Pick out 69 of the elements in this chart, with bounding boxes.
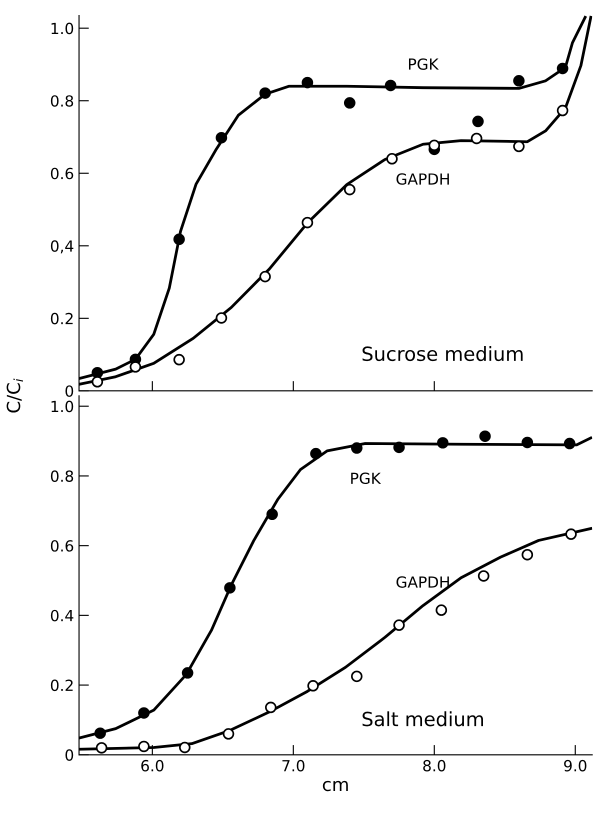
point	[302, 216, 314, 228]
point	[96, 742, 108, 754]
point	[393, 442, 405, 454]
y-tick-label: 0.2	[50, 312, 73, 324]
x-tick-label: 8.0	[423, 760, 446, 772]
point	[556, 104, 568, 116]
point	[437, 437, 448, 449]
y-tick-label: 0.6	[50, 168, 74, 180]
y-tick-label: 0	[65, 749, 74, 761]
point	[265, 702, 277, 714]
point	[351, 670, 363, 682]
point	[344, 184, 356, 196]
x-tick-label: 7.0	[282, 760, 304, 772]
point	[216, 132, 228, 144]
point	[173, 234, 185, 246]
y-tick-label: 0,4	[50, 240, 74, 254]
point	[384, 80, 396, 92]
point	[92, 376, 104, 388]
y-axis-title: C/C$_{i}$	[6, 378, 24, 413]
point	[92, 366, 104, 378]
point	[130, 361, 142, 373]
point	[479, 430, 491, 442]
point	[470, 132, 482, 144]
y-tick-label: 0.8	[50, 470, 74, 482]
point	[522, 548, 534, 560]
y-tick-label: 1.0	[52, 22, 74, 34]
y-tick-label: 0.2	[50, 680, 73, 692]
point	[556, 62, 568, 74]
series-label: PGK	[351, 472, 382, 484]
point	[266, 508, 278, 520]
text: Salt medium	[362, 711, 483, 726]
point	[344, 97, 356, 109]
point	[393, 619, 405, 631]
point	[513, 140, 525, 152]
point	[173, 354, 185, 366]
point	[182, 667, 194, 679]
y-tick-label: 0.4	[50, 610, 74, 622]
x-axis-title: cm	[322, 780, 348, 792]
point	[302, 76, 314, 88]
point	[259, 87, 271, 99]
point	[216, 312, 228, 324]
point	[307, 680, 319, 692]
point	[564, 438, 576, 450]
point	[472, 116, 484, 128]
point	[138, 740, 150, 752]
point	[478, 570, 490, 582]
point	[138, 707, 150, 719]
y-tick-label: 0	[65, 385, 74, 397]
series-label: GAPDH	[396, 173, 449, 185]
text: Sucrose medium	[362, 346, 523, 362]
x-tick-label: 6.0	[141, 760, 164, 772]
point	[179, 742, 191, 754]
point	[222, 728, 234, 740]
x-tick-label: 9.0	[564, 760, 586, 772]
point	[94, 727, 106, 739]
point	[565, 528, 577, 540]
point	[513, 75, 525, 87]
y-tick-label: 0.8	[50, 95, 74, 107]
point	[224, 582, 236, 594]
point	[259, 270, 271, 282]
point	[436, 604, 448, 616]
point	[386, 153, 398, 164]
y-tick-label: 0.6	[50, 540, 74, 552]
series-label: GAPDH	[396, 576, 449, 588]
series-label: PGK	[408, 58, 439, 70]
point	[522, 436, 534, 448]
y-tick-label: 1.0	[52, 400, 74, 412]
point	[351, 442, 363, 454]
point	[310, 448, 322, 460]
